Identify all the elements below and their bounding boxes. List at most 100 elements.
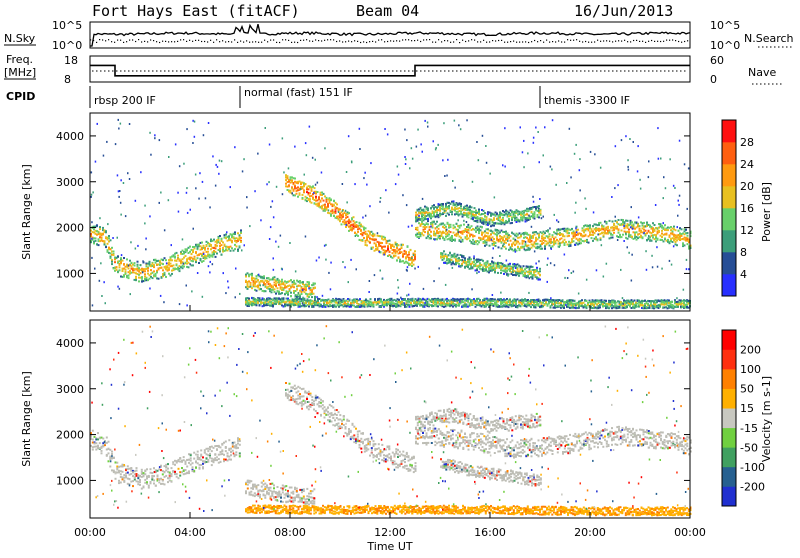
power-cell	[600, 222, 602, 224]
power-cell	[392, 252, 394, 254]
power-cell	[365, 242, 367, 244]
power-cell	[125, 271, 127, 273]
power-cell	[371, 231, 373, 233]
power-cell	[586, 240, 588, 242]
power-cell	[311, 190, 313, 192]
power-cell	[663, 240, 665, 242]
power-cell	[482, 260, 484, 262]
power-cell	[313, 293, 315, 295]
power-cell	[687, 243, 689, 245]
power-cell	[185, 255, 187, 257]
power-cell	[111, 261, 113, 263]
date-label: 16/Jun/2013	[574, 2, 673, 20]
power-cell	[168, 267, 170, 269]
power-cell	[123, 257, 125, 259]
noise-search-dot	[636, 40, 637, 41]
power-cell	[540, 245, 542, 247]
power-cell	[350, 221, 352, 223]
power-cell	[472, 267, 474, 269]
noise-search-dot	[219, 41, 220, 42]
power-cell	[618, 219, 620, 221]
noise-search-dot	[255, 41, 256, 42]
power-cell	[453, 200, 455, 202]
power-cell	[323, 193, 325, 195]
power-cell	[538, 216, 540, 218]
power-cell	[219, 235, 221, 237]
power-cell	[646, 222, 648, 224]
noise-search-dot	[210, 40, 211, 41]
power-cell	[357, 231, 359, 233]
power-cell	[179, 270, 181, 272]
freq-label-1: Freq.	[6, 53, 33, 66]
power-cell	[515, 303, 517, 305]
noise-search-dot	[273, 39, 274, 40]
noise-search-dot	[495, 40, 496, 41]
noise-search-dot	[336, 41, 337, 42]
power-cell	[427, 209, 429, 211]
power-cell	[564, 239, 566, 241]
power-cell	[401, 246, 403, 248]
power-cell	[171, 259, 173, 261]
power-cell	[506, 270, 508, 272]
power-cell	[448, 205, 450, 207]
power-cell	[672, 230, 674, 232]
power-cell	[460, 205, 462, 207]
power-cell	[487, 232, 489, 234]
power-cell	[165, 259, 167, 261]
power-cell	[240, 237, 242, 239]
noise-search-dot	[192, 41, 193, 42]
power-cell	[219, 242, 221, 244]
power-cell	[335, 212, 337, 214]
power-cell	[126, 258, 128, 260]
power-cell	[117, 256, 119, 258]
power-cell	[221, 238, 223, 240]
power-cell	[442, 298, 444, 300]
power-cell	[613, 232, 615, 234]
power-cell	[477, 221, 479, 223]
power-cell	[374, 299, 376, 301]
power-cell	[448, 214, 450, 216]
power-cell	[104, 240, 106, 242]
power-cell	[119, 264, 121, 266]
power-cell	[445, 215, 447, 217]
power-cell	[271, 291, 273, 293]
noise-search-dot	[297, 42, 298, 43]
power-cell	[588, 242, 590, 244]
power-cell	[135, 276, 137, 278]
noise-search-dot	[429, 39, 430, 40]
power-cell	[591, 237, 593, 239]
noise-search-dot	[423, 39, 424, 40]
power-cell	[498, 246, 500, 248]
noise-search-dot	[240, 41, 241, 42]
power-cell	[568, 235, 570, 237]
noise-search-dot	[489, 41, 490, 42]
power-cell	[138, 280, 140, 282]
power-cell	[417, 227, 419, 229]
noise-search-dot	[315, 39, 316, 40]
power-cell	[183, 266, 185, 268]
power-cell	[466, 303, 468, 305]
noise-search-dot	[687, 40, 688, 41]
power-cell	[308, 306, 310, 308]
power-cell	[387, 246, 389, 248]
nave-tick-bottom: 0	[710, 73, 717, 86]
noise-search-dot	[354, 40, 355, 41]
noise-search-dot	[654, 41, 655, 42]
power-cell	[427, 223, 429, 225]
power-cell	[110, 239, 112, 241]
noise-search-dot	[144, 41, 145, 42]
power-cell	[687, 232, 689, 234]
power-cell	[496, 234, 498, 236]
power-cell	[268, 281, 270, 283]
noise-search-dot	[480, 41, 481, 42]
power-data	[90, 119, 692, 309]
power-cell	[433, 221, 435, 223]
power-cell	[188, 266, 190, 268]
power-cell	[122, 270, 124, 272]
power-cell	[561, 237, 563, 239]
power-cell	[634, 234, 636, 236]
noise-search-dot	[543, 42, 544, 43]
power-cell	[478, 260, 480, 262]
power-cell	[459, 227, 461, 229]
power-cell	[534, 234, 536, 236]
